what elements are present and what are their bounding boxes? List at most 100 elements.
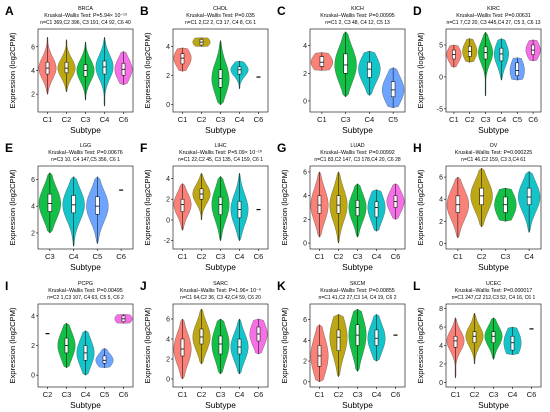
violin-c1	[310, 324, 329, 382]
y-tick-label: 0	[166, 217, 170, 224]
panel-letter: L	[413, 279, 420, 293]
x-tick-label: C4	[235, 115, 245, 124]
y-tick-label: 2	[303, 217, 307, 224]
sample-counts: n=C1 46,C2 159, C3 3,C4 61	[461, 157, 526, 163]
x-tick-label: C1	[449, 115, 459, 124]
box	[199, 328, 204, 345]
x-tick-label: C4	[100, 115, 110, 124]
sample-counts: n=C3 10, C4 147,C5 356, C6 1	[51, 157, 120, 163]
panel-letter: K	[277, 279, 286, 293]
cancer-title: SARC	[213, 281, 228, 287]
y-tick-label: 4	[166, 44, 170, 51]
box	[64, 61, 69, 74]
y-tick-label: 6	[166, 317, 170, 324]
x-tick-label: C6	[119, 390, 129, 399]
violin-c2	[462, 38, 478, 63]
box	[102, 355, 107, 364]
violin-c4	[367, 189, 386, 232]
cancer-title: LUAD	[350, 143, 364, 149]
x-axis-label: Subtype	[342, 400, 373, 410]
violin-c2	[470, 168, 493, 228]
cancer-title: KIRC	[487, 6, 500, 12]
x-tick-label: C6	[391, 252, 401, 261]
violin-c4	[230, 60, 249, 89]
box	[526, 187, 532, 205]
y-tick-label: 4	[31, 204, 35, 211]
box	[499, 47, 504, 62]
panel-letter: D	[413, 4, 422, 18]
sample-counts: n=C1 247,C2 212,C3 52, C4 16, C6 1	[452, 295, 536, 301]
y-tick-label: 2	[166, 197, 170, 204]
violin-c1	[173, 318, 192, 380]
y-tick-label: 6	[31, 177, 35, 184]
violin-c4	[230, 173, 249, 241]
x-tick-label: C3	[216, 390, 226, 399]
violin-c5	[382, 67, 405, 108]
x-tick-label: C2	[197, 390, 207, 399]
y-tick-label: 4	[303, 338, 307, 345]
x-tick-label: C3	[353, 252, 363, 261]
box	[237, 66, 242, 75]
box	[479, 187, 484, 205]
y-tick-label: 2	[439, 361, 443, 368]
box	[472, 331, 477, 343]
x-tick-label: C3	[501, 252, 511, 261]
y-axis-label: Expression (log2CPM)	[143, 307, 152, 383]
sample-counts: n=C1 83,C2 147, C3 178,C4 20, C6 28	[314, 157, 401, 163]
panel-letter: F	[140, 141, 147, 155]
x-tick-label: C2	[334, 252, 344, 261]
x-tick-label: C5	[100, 390, 110, 399]
y-tick-label: 4	[166, 337, 170, 344]
x-tick-label: C4	[372, 252, 382, 261]
y-tick-label: 0	[303, 98, 307, 105]
x-tick-label: C1	[451, 390, 461, 399]
test-label: Kruskal−Wallis Test: P=0.00995	[320, 13, 395, 19]
y-axis-label: Expression (log2CPM)	[416, 307, 425, 383]
violin-c4	[230, 318, 249, 375]
x-axis-label: Subtype	[205, 400, 236, 410]
y-axis-label: Expression (log2CPM)	[143, 32, 152, 108]
x-tick-label: C1	[178, 252, 188, 261]
y-tick-label: 2	[166, 357, 170, 364]
x-tick-label: C5	[512, 115, 522, 124]
violin-c4	[95, 37, 114, 107]
sample-counts: n=C1 22,C2 45, C3 135, C4 159, C6 1	[178, 157, 263, 163]
y-tick-label: 0	[439, 74, 443, 81]
box	[237, 338, 242, 355]
x-tick-label: C3	[489, 390, 499, 399]
y-tick-label: 0	[166, 102, 170, 109]
x-axis-label: Subtype	[342, 125, 373, 135]
test-label: Kruskal−Wallis Test: P=0.035	[186, 13, 255, 19]
panel-letter: G	[277, 141, 286, 155]
y-tick-label: 2	[303, 71, 307, 78]
x-tick-label: C1	[315, 390, 325, 399]
violin-c4	[367, 314, 386, 362]
box	[491, 331, 496, 343]
box	[95, 196, 100, 215]
violin-c3	[494, 187, 517, 222]
x-tick-label: C2	[465, 115, 475, 124]
test-label: Kruskal−Wallis Test: P=0.00992	[320, 150, 395, 156]
y-tick-label: 4	[439, 343, 443, 350]
x-tick-label: C6	[527, 390, 537, 399]
y-tick-label: 0	[303, 379, 307, 386]
test-label: Kruskal−Wallis Test: P=0.000225	[455, 150, 532, 156]
violin-c1	[446, 44, 462, 68]
panel-letter: J	[140, 279, 147, 293]
test-label: Kruskal−Wallis Test: P=0.00855	[320, 288, 395, 294]
y-tick-label: 5	[439, 42, 443, 49]
x-tick-label: C5	[388, 115, 398, 124]
y-tick-label: 2	[439, 219, 443, 226]
violin-c3	[38, 172, 61, 234]
panel-letter: B	[140, 4, 149, 18]
box	[343, 53, 348, 74]
x-tick-label: C3	[216, 252, 226, 261]
violin-c6	[114, 314, 133, 324]
box	[355, 200, 360, 217]
